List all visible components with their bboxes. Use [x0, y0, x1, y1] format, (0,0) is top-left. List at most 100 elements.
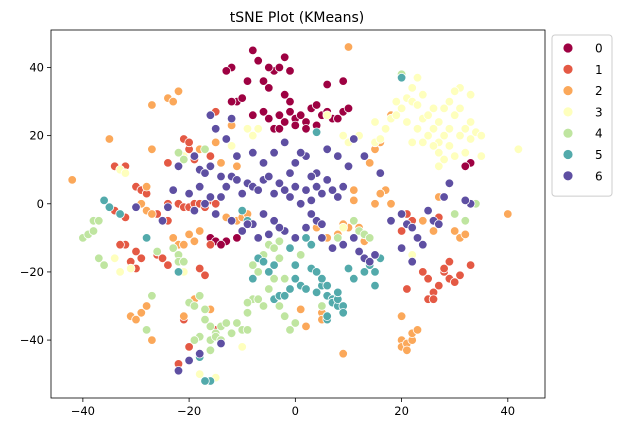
- cluster-3-point: [418, 89, 428, 100]
- cluster-6-point: [253, 233, 263, 243]
- cluster-6-point: [434, 219, 444, 229]
- cluster-0-point: [285, 107, 295, 117]
- cluster-1-point: [450, 277, 460, 287]
- cluster-6-point: [285, 168, 295, 178]
- cluster-3-point: [476, 151, 487, 161]
- cluster-2-point: [412, 325, 423, 335]
- cluster-1-point: [163, 158, 173, 168]
- cluster-6-point: [274, 178, 285, 189]
- cluster-3-point: [115, 267, 125, 277]
- cluster-1-point: [194, 263, 205, 274]
- cluster-4-point: [232, 318, 242, 328]
- cluster-6-point: [216, 192, 226, 202]
- cluster-6-point: [338, 239, 348, 250]
- cluster-6-point: [333, 192, 343, 202]
- cluster-6-point: [258, 158, 269, 168]
- cluster-5-point: [237, 205, 247, 216]
- cluster-4-point: [205, 345, 216, 356]
- cluster-4-point: [94, 216, 104, 226]
- cluster-1-point: [428, 294, 439, 304]
- cluster-5-point: [248, 274, 258, 284]
- cluster-1-point: [136, 253, 147, 263]
- cluster-3-point: [444, 124, 455, 134]
- cluster-0-point: [221, 66, 232, 76]
- cluster-6-point: [296, 147, 306, 158]
- cluster-6-point: [306, 195, 317, 206]
- cluster-6-point: [327, 185, 338, 195]
- legend-label-2: 2: [595, 84, 603, 98]
- cluster-3-point: [407, 137, 417, 148]
- legend-marker-5: [562, 149, 574, 160]
- cluster-4-point: [179, 154, 189, 165]
- cluster-4-point: [200, 314, 210, 325]
- cluster-5-point: [370, 280, 380, 291]
- cluster-6-point: [168, 185, 178, 195]
- cluster-6-point: [226, 216, 237, 226]
- cluster-0-point: [216, 239, 226, 250]
- cluster-5-point: [200, 376, 210, 386]
- cluster-5-point: [104, 202, 115, 212]
- cluster-5-point: [311, 287, 322, 298]
- cluster-2-point: [503, 209, 513, 219]
- cluster-2-point: [370, 199, 380, 209]
- cluster-3-point: [412, 100, 423, 110]
- cluster-2-point: [349, 185, 359, 195]
- cluster-1-point: [465, 260, 476, 270]
- cluster-6-point: [460, 195, 471, 206]
- cluster-2-point: [216, 158, 226, 168]
- cluster-3-point: [338, 130, 348, 141]
- cluster-6-point: [264, 229, 274, 240]
- legend-marker-2: [562, 85, 574, 96]
- cluster-6-point: [232, 175, 242, 185]
- cluster-4-point: [200, 144, 210, 155]
- cluster-1-point: [115, 239, 125, 250]
- cluster-4-point: [205, 321, 216, 332]
- cluster-5-point: [301, 233, 311, 243]
- legend-marker-6: [562, 170, 574, 182]
- cluster-3-point: [450, 110, 460, 120]
- cluster-0-point: [264, 113, 274, 124]
- cluster-1-point: [163, 260, 173, 270]
- cluster-6-point: [290, 181, 301, 192]
- cluster-6-point: [311, 181, 322, 192]
- cluster-6-point: [232, 151, 242, 161]
- cluster-6-point: [306, 171, 317, 182]
- cluster-3-point: [120, 168, 131, 178]
- cluster-2-point: [418, 216, 428, 226]
- cluster-6-point: [327, 243, 338, 253]
- cluster-3-point: [418, 137, 428, 148]
- cluster-6-point: [210, 124, 221, 134]
- cluster-3-point: [444, 96, 455, 107]
- cluster-4-point: [179, 257, 189, 267]
- cluster-4-point: [99, 260, 109, 270]
- cluster-6-point: [210, 209, 221, 219]
- cluster-4-point: [88, 226, 99, 236]
- y-tick-label: −40: [20, 333, 44, 347]
- cluster-6-point: [386, 216, 396, 226]
- cluster-2-point: [189, 236, 200, 247]
- cluster-1-point: [184, 342, 194, 352]
- cluster-6-point: [264, 171, 274, 182]
- cluster-4-point: [274, 253, 285, 263]
- cluster-6-point: [396, 243, 407, 253]
- chart-title: tSNE Plot (KMeans): [230, 10, 365, 26]
- legend-marker-4: [562, 127, 574, 139]
- cluster-0-point: [280, 89, 290, 100]
- plot-frame: [50, 29, 546, 399]
- cluster-3-point: [428, 141, 439, 151]
- cluster-5-point: [290, 260, 301, 270]
- cluster-0-point: [258, 107, 269, 117]
- cluster-6-point: [317, 219, 327, 229]
- cluster-1-point: [402, 284, 412, 294]
- cluster-6-point: [322, 144, 332, 155]
- cluster-4-point: [450, 209, 460, 219]
- cluster-6-point: [194, 349, 205, 359]
- cluster-2-point: [375, 188, 386, 199]
- cluster-0-point: [460, 161, 471, 172]
- cluster-2-point: [141, 181, 152, 192]
- cluster-5-point: [285, 243, 295, 253]
- cluster-5-point: [343, 263, 354, 274]
- cluster-0-point: [343, 103, 354, 114]
- cluster-0-point: [322, 79, 332, 90]
